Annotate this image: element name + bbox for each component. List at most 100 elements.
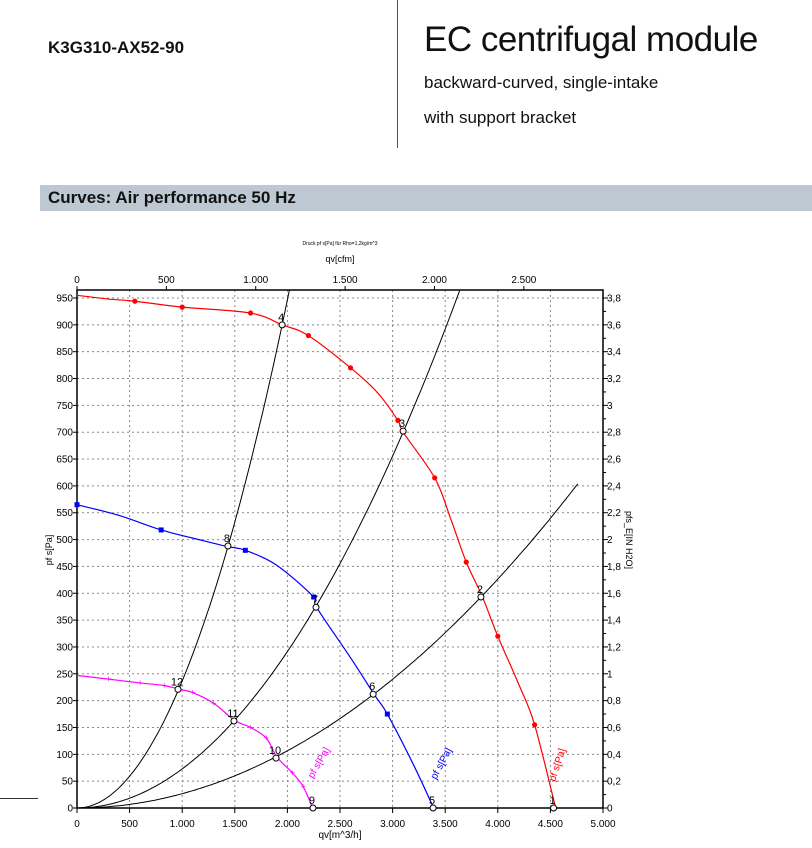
y-tick-label: 750 bbox=[56, 401, 73, 412]
y-tick-label: 650 bbox=[56, 455, 73, 466]
performance-curve bbox=[76, 674, 314, 809]
x-tick-label: 3.000 bbox=[380, 819, 405, 830]
x2-tick-label: 1.500 bbox=[333, 275, 358, 286]
y2-tick-label: 1,6 bbox=[607, 589, 621, 600]
y2-tick-label: 0 bbox=[607, 804, 613, 815]
operating-point bbox=[278, 321, 286, 329]
operating-point-label: 1 bbox=[549, 795, 555, 807]
y2-tick-label: 0,6 bbox=[607, 723, 621, 734]
curve-marker: + bbox=[106, 674, 111, 684]
x-tick-label: 3.500 bbox=[433, 819, 458, 830]
operating-point bbox=[477, 593, 485, 601]
operating-point-label: 9 bbox=[309, 795, 315, 807]
product-title: EC centrifugal module bbox=[424, 20, 758, 59]
x2-tick-label: 0 bbox=[74, 275, 80, 286]
x2-tick-label: 2.500 bbox=[511, 275, 536, 286]
curve-marker: + bbox=[301, 782, 306, 792]
curve-marker: + bbox=[211, 698, 216, 708]
curve-marker bbox=[247, 310, 254, 316]
operating-point-label: 8 bbox=[224, 533, 230, 545]
y-tick-label: 350 bbox=[56, 616, 73, 627]
operating-point-label: 10 bbox=[269, 745, 281, 757]
y2-tick-label: 1 bbox=[607, 669, 613, 680]
curve-marker bbox=[495, 633, 501, 639]
y-tick-label: 600 bbox=[56, 481, 73, 492]
curve-label: pf s[Pa] bbox=[306, 745, 333, 780]
curve-marker: + bbox=[290, 768, 295, 778]
operating-point-label: 12 bbox=[171, 676, 183, 688]
y2-tick-label: 3 bbox=[607, 401, 613, 412]
y2-tick-label: 2,2 bbox=[607, 508, 621, 519]
x-tick-label: 1.500 bbox=[222, 819, 247, 830]
y2-tick-label: 0,8 bbox=[607, 696, 621, 707]
x2-tick-label: 2.000 bbox=[422, 275, 447, 286]
chart-title: Druck pf s[Pa] für Rho=1,2kg/m^3 bbox=[302, 241, 377, 247]
y-tick-label: 450 bbox=[56, 562, 73, 573]
y-tick-label: 400 bbox=[56, 589, 73, 600]
performance-curve bbox=[76, 294, 557, 809]
curve-marker: + bbox=[190, 688, 195, 698]
curve-marker bbox=[179, 304, 185, 310]
y2-tick-label: 3,8 bbox=[607, 294, 621, 305]
y2-tick-label: 3,2 bbox=[607, 374, 621, 385]
y2-tick-label: 2,4 bbox=[607, 481, 621, 492]
x-axis-label: qv[m^3/h] bbox=[318, 830, 361, 841]
x-tick-label: 0 bbox=[74, 819, 80, 830]
operating-point bbox=[369, 690, 377, 698]
curve-marker bbox=[132, 298, 138, 304]
operating-point-label: 11 bbox=[227, 708, 238, 720]
x-tick-label: 2.000 bbox=[275, 819, 300, 830]
curve-label: pf s[Pa] bbox=[429, 746, 455, 781]
margin-mark bbox=[0, 798, 38, 799]
y-tick-label: 250 bbox=[56, 669, 73, 680]
operating-point-label: 7 bbox=[312, 594, 318, 606]
y2-axis-label: pfs_E[IN H2O] bbox=[624, 511, 634, 569]
curve-marker: + bbox=[137, 678, 142, 688]
x-tick-label: 4.000 bbox=[485, 819, 510, 830]
curve-marker: + bbox=[264, 733, 269, 743]
operating-point-label: 6 bbox=[369, 681, 375, 693]
curve-marker bbox=[305, 332, 312, 339]
y-tick-label: 50 bbox=[62, 777, 74, 788]
curve-marker bbox=[242, 547, 248, 553]
y2-tick-label: 3,4 bbox=[607, 347, 621, 358]
y-tick-label: 700 bbox=[56, 428, 73, 439]
y-tick-label: 150 bbox=[56, 723, 73, 734]
operating-point-label: 4 bbox=[278, 312, 284, 324]
curve-marker: + bbox=[162, 681, 167, 691]
operating-point bbox=[399, 427, 407, 435]
y2-tick-label: 2,8 bbox=[607, 428, 621, 439]
y2-tick-label: 1,2 bbox=[607, 642, 621, 653]
x-tick-label: 5.000 bbox=[590, 819, 615, 830]
curve-marker bbox=[532, 722, 538, 728]
y2-tick-label: 3,6 bbox=[607, 320, 621, 331]
y2-tick-label: 1,8 bbox=[607, 562, 621, 573]
x2-tick-label: 1.000 bbox=[243, 275, 268, 286]
y-tick-label: 950 bbox=[56, 294, 73, 305]
operating-point bbox=[312, 603, 320, 611]
y-tick-label: 300 bbox=[56, 642, 73, 653]
system-curve bbox=[77, 289, 461, 809]
curve-marker bbox=[432, 475, 438, 481]
section-title: Curves: Air performance 50 Hz bbox=[48, 188, 296, 207]
operating-point bbox=[429, 804, 437, 812]
x-tick-label: 4.500 bbox=[538, 819, 563, 830]
curve-marker bbox=[347, 365, 354, 371]
curve-marker: + bbox=[248, 722, 253, 732]
system-curve bbox=[76, 289, 290, 809]
curve-marker bbox=[463, 559, 469, 565]
curve-marker bbox=[384, 711, 390, 717]
y-tick-label: 850 bbox=[56, 347, 73, 358]
y-tick-label: 550 bbox=[56, 508, 73, 519]
y2-tick-label: 2 bbox=[607, 535, 613, 546]
operating-point-label: 5 bbox=[429, 795, 435, 807]
y2-tick-label: 2,6 bbox=[607, 455, 621, 466]
y-tick-label: 900 bbox=[56, 320, 73, 331]
section-header: Curves: Air performance 50 Hz bbox=[40, 185, 812, 211]
operating-point-label: 3 bbox=[399, 418, 405, 430]
operating-point bbox=[230, 717, 238, 725]
x-tick-label: 500 bbox=[121, 819, 138, 830]
curve-marker bbox=[158, 527, 164, 533]
operating-point bbox=[174, 685, 182, 693]
